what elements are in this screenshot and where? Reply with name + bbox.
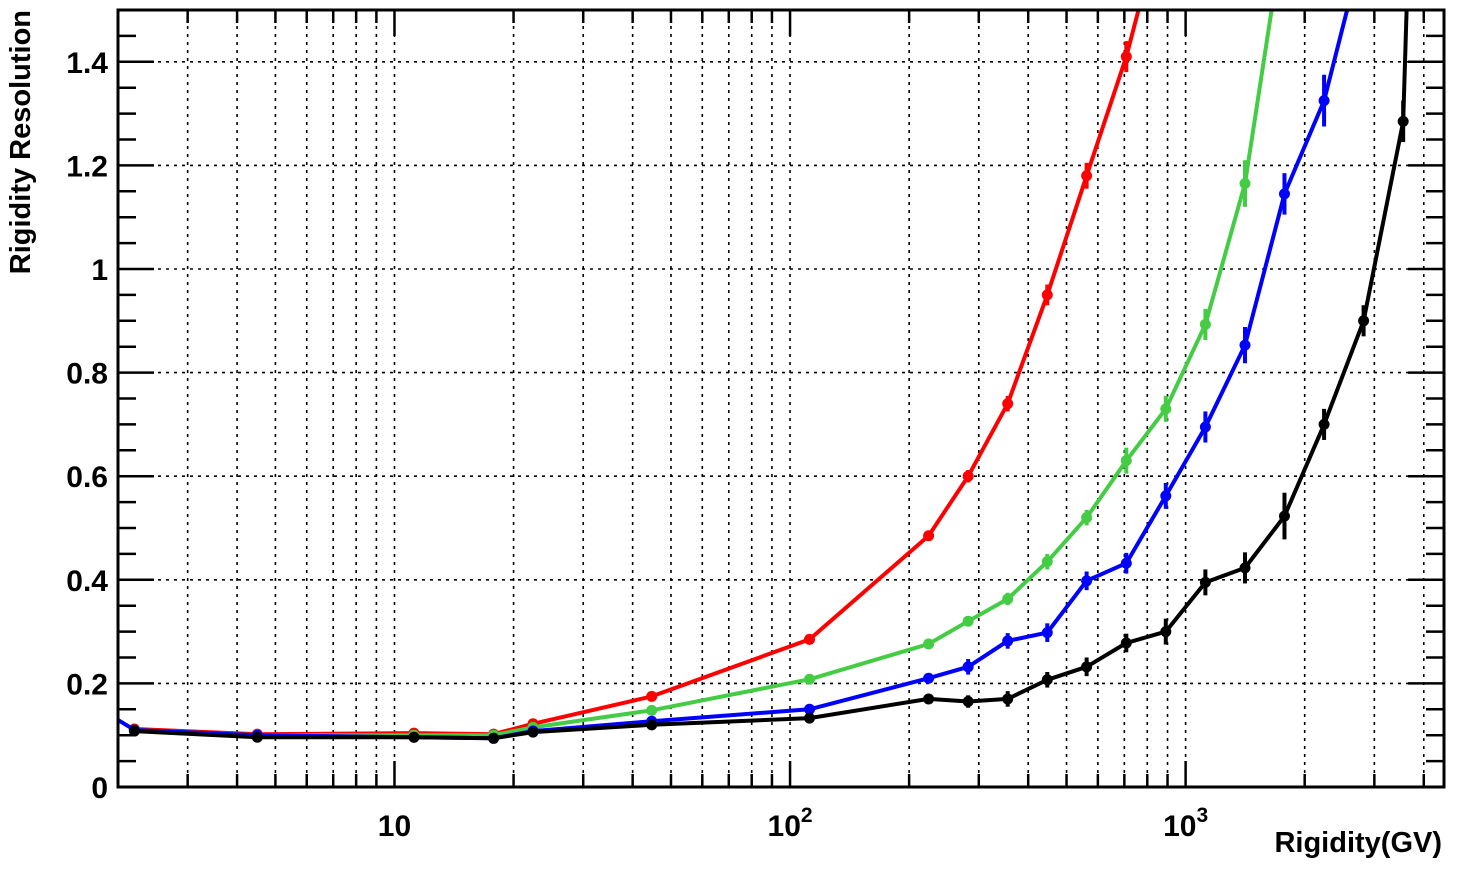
data-point [1318, 418, 1330, 430]
data-point [1199, 576, 1211, 588]
data-point [1239, 178, 1251, 190]
data-point [804, 703, 816, 715]
data-point [1120, 455, 1132, 467]
y-tick-label: 0 [91, 772, 108, 805]
x-tick-label: 103 [1163, 804, 1208, 843]
data-point [804, 633, 816, 645]
data-point [1081, 661, 1093, 673]
data-point [962, 661, 974, 673]
data-point [1160, 626, 1172, 638]
data-point [962, 615, 974, 627]
data-point [1081, 575, 1093, 587]
series-1 [128, 10, 1141, 740]
data-point [1160, 490, 1172, 502]
data-point [408, 731, 420, 743]
data-point [1318, 95, 1330, 107]
data-point [804, 712, 816, 724]
data-point [923, 693, 935, 705]
data-point [1041, 556, 1053, 568]
y-tick-label: 1 [91, 254, 108, 287]
data-point [923, 530, 935, 542]
data-point [1397, 115, 1409, 127]
data-point [128, 725, 140, 737]
y-tick-label: 1.2 [66, 150, 108, 183]
data-point [1002, 693, 1014, 705]
data-point [527, 726, 539, 738]
data-point [1041, 674, 1053, 686]
y-tick-label: 0.6 [66, 461, 108, 494]
data-point [804, 673, 816, 685]
data-point [1199, 421, 1211, 433]
data-point [1239, 339, 1251, 351]
data-point [1160, 403, 1172, 415]
data-point [646, 719, 658, 731]
y-tick-label: 0.4 [66, 565, 108, 598]
data-point [1002, 593, 1014, 605]
data-point [923, 638, 935, 650]
data-point [1278, 188, 1290, 200]
series-4 [128, 10, 1409, 744]
data-point [1002, 398, 1014, 410]
x-axis-title: Rigidity(GV) [1274, 827, 1442, 859]
data-point [1120, 51, 1132, 63]
data-point [1041, 627, 1053, 639]
series-group [118, 10, 1409, 744]
data-point [1081, 512, 1093, 524]
data-point [962, 696, 974, 708]
data-point [1239, 562, 1251, 574]
data-point [646, 704, 658, 716]
series-line [132, 10, 1141, 737]
data-point [251, 731, 263, 743]
y-tick-label: 0.8 [66, 358, 108, 391]
data-point [1120, 637, 1132, 649]
x-tick-label: 10 [378, 810, 411, 843]
data-point [1041, 289, 1053, 301]
y-tick-label: 0.2 [66, 668, 108, 701]
y-axis-title: Rigidity Resolution [5, 10, 37, 274]
data-point [1002, 635, 1014, 647]
data-point [923, 672, 935, 684]
series-line [132, 10, 1409, 741]
data-point [488, 732, 500, 744]
data-point [646, 690, 658, 702]
y-tick-label: 1.4 [66, 47, 108, 80]
axis-ticks [118, 8, 1444, 789]
x-tick-label: 102 [768, 804, 813, 843]
data-point [1120, 557, 1132, 569]
data-point [1278, 510, 1290, 522]
data-point [1199, 318, 1211, 330]
data-point [962, 470, 974, 482]
data-point [1358, 315, 1370, 327]
data-point [1081, 170, 1093, 182]
series-2 [128, 10, 1274, 741]
plot-frame [116, 8, 1446, 789]
grid [118, 10, 1444, 787]
